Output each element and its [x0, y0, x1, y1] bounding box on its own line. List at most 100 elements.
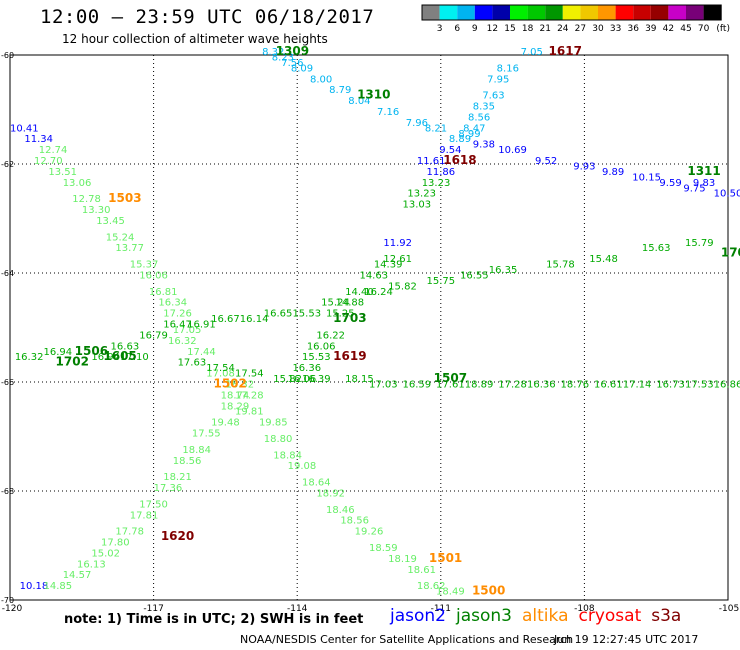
wave-height-value: 15.37 — [130, 260, 159, 271]
pass-time-label: 1619 — [333, 349, 366, 363]
pass-time-label: 1310 — [357, 88, 390, 102]
pass-time-label: 1503 — [108, 191, 141, 205]
wave-height-value: 10.18 — [20, 581, 49, 592]
wave-height-value: 18.32 — [225, 379, 254, 390]
wave-height-value: 12.78 — [72, 194, 101, 205]
wave-height-value: 8.79 — [329, 85, 351, 96]
altimeter-track: 16.32 16.94 16.94 17.1016.6316.7916.4716.91… — [15, 238, 714, 380]
legend-swatch — [615, 5, 634, 20]
legend-unit: (ft) — [716, 24, 730, 34]
wave-height-value: 15.78 — [546, 260, 575, 271]
wave-height-value: 18.29 — [221, 401, 250, 412]
legend-swatch — [527, 5, 546, 20]
wave-height-value: 16.86 — [714, 379, 740, 390]
lon-tick-label: -114 — [287, 604, 308, 614]
map-subtitle: 12 hour collection of altimeter wave hei… — [62, 32, 328, 46]
legend-swatch — [510, 5, 528, 20]
pass-time-label: 1605 — [103, 349, 136, 363]
legend-label: 33 — [610, 24, 621, 34]
legend-label: 9 — [472, 24, 478, 34]
wave-height-value: 18.64 — [302, 478, 331, 489]
wave-height-value: 12.70 — [34, 156, 63, 167]
lon-tick-label: -120 — [2, 604, 23, 614]
satellite-cryosat: cryosat — [578, 606, 642, 626]
wave-height-value: 16.24 — [364, 287, 393, 298]
legend-label: 6 — [454, 24, 460, 34]
legend-swatch — [545, 5, 563, 20]
satellite-jason2: jason2 — [390, 606, 446, 626]
wave-height-value: 16.79 — [139, 330, 168, 341]
wave-height-value: 9.83 — [693, 178, 715, 189]
wave-height-value: 16.06 — [139, 270, 168, 281]
wave-height-value: 10.50 — [714, 189, 740, 200]
pass-time-label: 1506 — [75, 344, 108, 358]
wave-height-value: 13.30 — [82, 205, 111, 216]
satellite-jason3: jason3 — [456, 606, 512, 626]
wave-height-value: 8.99 — [458, 129, 480, 140]
lon-tick-label: -108 — [574, 604, 595, 614]
wave-height-value: 13.06 — [63, 178, 92, 189]
pass-time-label: 1501 — [429, 551, 462, 565]
legend-swatch — [474, 5, 493, 20]
wave-height-value: 18.80 — [264, 434, 293, 445]
wave-height-value: 8.35 — [473, 102, 495, 113]
wave-height-value: 11.92 — [383, 238, 412, 249]
legend-swatch — [668, 5, 686, 20]
wave-height-value: 18.15 — [345, 374, 374, 385]
wave-height-value: 16.32 — [15, 352, 44, 363]
wave-height-value: 16.94 — [91, 352, 120, 363]
legend-label: 36 — [627, 24, 639, 34]
color-legend: 3 6 9 12 15 18 21 24 27 30 33 36 39 42 45 70 (ft) — [421, 4, 730, 34]
wave-height-value: 14.88 — [336, 298, 365, 309]
legend-swatch — [562, 5, 581, 20]
wave-height-value: 12.61 — [383, 254, 412, 265]
legend-frame — [421, 4, 722, 21]
legend-swatch — [422, 5, 440, 20]
wave-height-value: 8.47 — [463, 123, 485, 134]
wave-height-value: 9.89 — [602, 167, 624, 178]
wave-height-value: 16.35 — [489, 265, 518, 276]
legend-swatch — [598, 5, 616, 20]
wave-height-value: 17.78 — [115, 527, 144, 538]
satellite-legend: jason2 jason3 altika cryosat s3a — [390, 606, 691, 626]
wave-height-value: 9.38 — [473, 140, 495, 151]
satellite-altika: altika — [522, 606, 569, 626]
wave-height-value: 12.74 — [39, 145, 68, 156]
wave-height-value: 7.16 — [377, 107, 399, 118]
pass-time-label: 1311 — [687, 164, 720, 178]
wave-height-value: 7.63 — [482, 91, 504, 102]
legend-swatch — [703, 5, 722, 20]
lon-tick-label: -105 — [719, 604, 739, 614]
wave-height-value: 9.59 — [659, 178, 681, 189]
lat-tick-label: -70 — [1, 596, 14, 605]
wave-height-value: 16.61 — [594, 379, 623, 390]
wave-height-value: 13.51 — [48, 167, 77, 178]
legend-label: 70 — [698, 24, 710, 34]
wave-height-value: 18.62 — [417, 581, 446, 592]
lat-tick-label: -60 — [1, 51, 14, 60]
wave-height-value: 17.80 — [101, 538, 130, 549]
wave-height-value: 7.05 — [521, 47, 543, 58]
wave-height-value: 15.82 — [388, 281, 417, 292]
pass-time-label: 1703 — [333, 311, 366, 325]
credit-line: NOAA/NESDIS Center for Satellite Applica… — [240, 633, 574, 646]
wave-height-value: 17.55 — [192, 429, 221, 440]
legend-swatch — [633, 5, 651, 20]
lon-tick-label: -111 — [431, 604, 451, 614]
legend-label: 42 — [663, 24, 674, 34]
wave-height-value: 18.92 — [316, 488, 345, 499]
wave-height-value: 17.54 — [206, 363, 235, 374]
wave-height-value: 16.81 — [149, 287, 178, 298]
generation-timestamp: Jun 19 12:27:45 UTC 2017 — [554, 633, 699, 646]
wave-height-value: 15.79 — [685, 238, 714, 249]
wave-height-value: 11.61 — [417, 156, 446, 167]
pass-time-label: 1309 — [276, 44, 309, 58]
lat-tick-label: -62 — [1, 160, 14, 169]
wave-height-value: 17.05 — [173, 325, 202, 336]
wave-height-value: 16.73 — [656, 379, 685, 390]
wave-height-value: 8.32 — [262, 47, 284, 58]
wave-height-value: 14.39 — [374, 260, 403, 271]
wave-height-value: 17.03 — [369, 379, 398, 390]
legend-label: 39 — [645, 24, 657, 34]
